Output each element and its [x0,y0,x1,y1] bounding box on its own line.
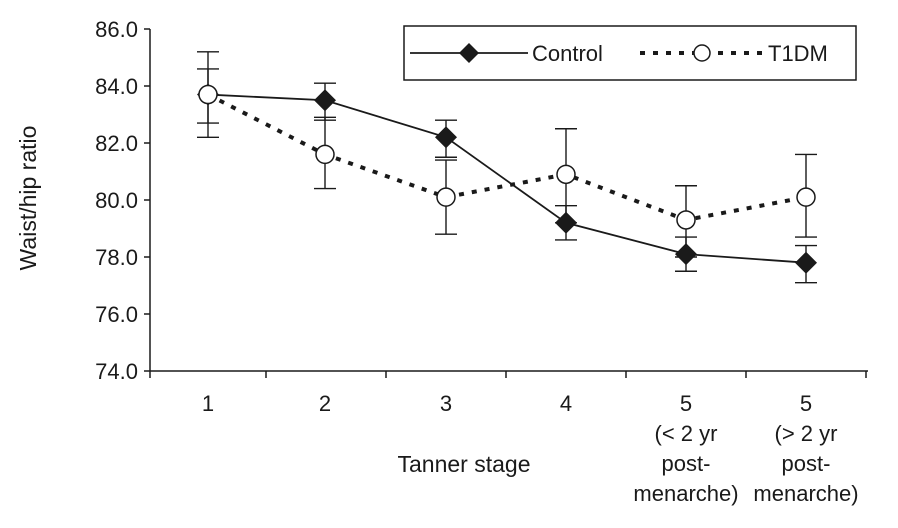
x-tick-label-line: (> 2 yr [775,421,838,446]
x-tick-label-line: menarche) [633,481,738,506]
series-control-markers [197,83,817,274]
y-tick-labels: 74.0 76.0 78.0 80.0 82.0 84.0 86.0 [95,17,138,384]
axes [144,28,868,378]
y-tick-label: 76.0 [95,302,138,327]
data-point-t1dm [796,187,816,207]
x-tick-label-line: 1 [202,391,214,416]
x-tick-label: 1 [202,391,214,416]
legend-control-marker [459,43,479,63]
x-tick-label: 4 [560,391,572,416]
y-tick-label: 74.0 [95,359,138,384]
data-point-control [314,89,336,112]
data-point-t1dm [556,164,576,185]
x-tick-label-line: (< 2 yr [655,421,718,446]
y-tick-label: 82.0 [95,131,138,156]
data-point-control [795,251,817,274]
series-line-control [207,93,807,264]
x-tick-labels: 1 2 3 4 5 (< 2 yr post-menarche) 5 (> 2 yr post-m… [202,391,859,506]
legend-control-label: Control [532,41,603,66]
x-tick-label: 3 [440,391,452,416]
y-tick-label: 78.0 [95,245,138,270]
x-tick-label: 5 (> 2 yr post-menarche) [753,391,858,506]
legend-t1dm-label: T1DM [768,41,828,66]
x-tick-label-line: post- [662,451,711,476]
series-t1dm-markers [198,84,816,230]
x-tick-label-line: 5 [800,391,812,416]
data-point-t1dm [676,210,696,230]
series-t1dm-errorbars [197,51,817,258]
x-tick-label: 5 (< 2 yr post-menarche) [633,391,738,506]
series-layer [197,51,817,284]
legend: Control T1DM [403,25,857,81]
data-point-control [675,243,697,266]
x-tick-label-line: 5 [680,391,692,416]
x-tick-label: 2 [319,391,331,416]
x-tick-label-line: menarche) [753,481,858,506]
y-tick-label: 86.0 [95,17,138,42]
series-control-errorbars [197,68,817,284]
data-point-t1dm [436,187,456,207]
y-tick-label: 84.0 [95,74,138,99]
y-axis-label: Waist/hip ratio [15,126,41,271]
data-point-t1dm [198,84,218,105]
x-tick-label-line: post- [782,451,831,476]
legend-t1dm-marker [693,44,711,62]
x-tick-label-line: 2 [319,391,331,416]
data-point-control [435,126,457,149]
x-tick-label-line: 3 [440,391,452,416]
x-tick-label-line: 4 [560,391,572,416]
y-tick-label: 80.0 [95,188,138,213]
x-axis-label: Tanner stage [398,451,531,477]
series-line-t1dm [207,92,807,223]
data-point-t1dm [315,144,335,165]
data-point-control [555,211,577,234]
